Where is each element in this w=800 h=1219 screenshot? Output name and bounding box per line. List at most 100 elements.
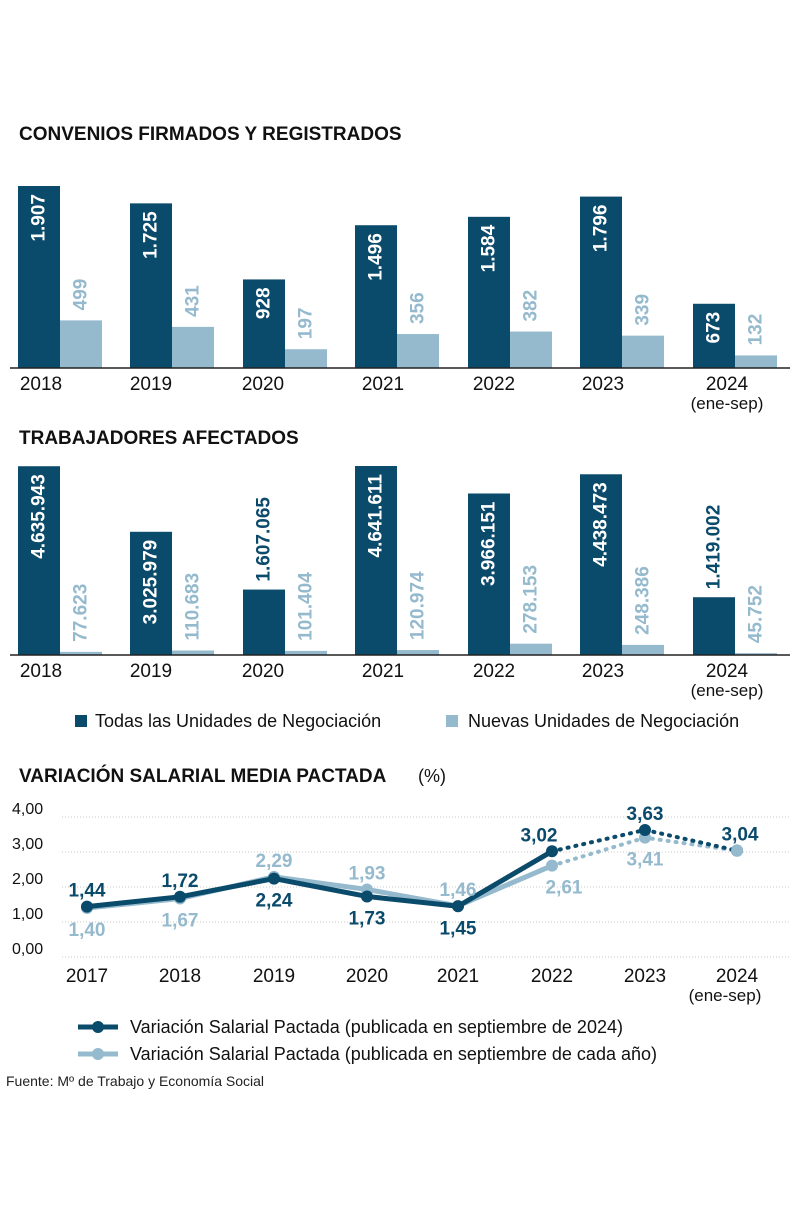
data-label-new: 356: [408, 292, 429, 324]
data-label-2024: 3,63: [627, 804, 664, 825]
legend-swatch-total: [75, 715, 87, 727]
bar-new: [622, 335, 664, 368]
bar-new: [510, 331, 552, 368]
data-label-2024: 1,73: [349, 908, 386, 929]
series-2024-point: [361, 890, 373, 903]
category-label: 2022: [473, 661, 515, 682]
data-label-new: 101.404: [296, 572, 317, 641]
x-tick-label: 2021: [437, 966, 479, 987]
data-label-new: 339: [633, 294, 654, 326]
x-tick-label: 2017: [66, 966, 108, 987]
data-label-total: 4.438.473: [591, 482, 612, 567]
category-label: 2021: [362, 374, 404, 395]
category-label: 2023: [582, 661, 624, 682]
data-label-new: 132: [746, 314, 767, 346]
data-label-total: 1.725: [141, 211, 162, 259]
category-label: 2020: [242, 374, 284, 395]
category-label: 2024: [706, 661, 749, 682]
data-label-total: 3.966.151: [479, 501, 500, 586]
y-tick-label: 3,00: [12, 836, 43, 853]
data-label-new: 278.153: [521, 565, 542, 634]
data-label-total: 673: [704, 312, 725, 344]
bar-chart-title: TRABAJADORES AFECTADOS: [19, 428, 299, 449]
y-tick-label: 1,00: [12, 906, 43, 923]
data-label-2024: 1,44: [69, 881, 106, 902]
data-label-new: 431: [183, 285, 204, 317]
bar-total: [130, 203, 172, 368]
data-label-total: 1.907: [29, 194, 50, 242]
data-label-new: 45.752: [746, 585, 767, 643]
category-label: 2024: [706, 374, 749, 395]
category-label: 2018: [20, 374, 62, 395]
data-label-each-year: 1,40: [69, 920, 106, 941]
bar-new: [397, 650, 439, 655]
legend-label-each-year: Variación Salarial Pactada (publicada en…: [130, 1044, 657, 1064]
series-2024-point: [268, 872, 280, 885]
data-label-new: 77.623: [71, 584, 92, 642]
category-note: (ene-sep): [691, 394, 764, 413]
data-label-total: 1.419.002: [704, 505, 725, 590]
legend-marker-2024: [92, 1021, 104, 1033]
data-label-2024: 1,45: [440, 918, 477, 939]
series-2024-point: [81, 900, 93, 913]
data-label-each-year: 2,29: [256, 851, 293, 872]
data-label-each-year: 1,93: [349, 863, 386, 884]
legend-label-new: Nuevas Unidades de Negociación: [468, 711, 739, 731]
legend-marker-each-year: [92, 1048, 104, 1060]
bar-new: [172, 650, 214, 655]
data-label-2024: 2,24: [256, 891, 293, 912]
bar-new: [510, 643, 552, 655]
bar-total: [355, 225, 397, 368]
data-label-total: 1.496: [366, 233, 387, 281]
line-chart-title: VARIACIÓN SALARIAL MEDIA PACTADA: [19, 765, 387, 787]
data-label-new: 110.683: [183, 573, 204, 641]
bar-total: [18, 186, 60, 368]
bar-total: [468, 216, 510, 368]
data-label-total: 1.607.065: [254, 497, 275, 582]
data-label-total: 1.584: [479, 224, 500, 272]
data-label-new: 197: [296, 307, 317, 339]
line-chart-unit: (%): [418, 766, 446, 786]
bar-chart-title: CONVENIOS FIRMADOS Y REGISTRADOS: [19, 124, 402, 145]
data-label-total: 3.025.979: [141, 540, 162, 625]
bar-total: [693, 597, 735, 655]
data-label-new: 120.974: [408, 571, 429, 640]
bar-total: [468, 493, 510, 655]
bar-total: [243, 589, 285, 655]
x-tick-label: 2019: [253, 966, 295, 987]
category-label: 2022: [473, 374, 515, 395]
bar-total: [355, 466, 397, 655]
data-label-2024: 3,04: [722, 825, 759, 846]
series-2024-point: [452, 900, 464, 913]
data-label-new: 499: [71, 279, 92, 311]
x-tick-note: (ene-sep): [689, 986, 762, 1005]
data-label-total: 4.641.611: [366, 474, 387, 558]
y-tick-label: 2,00: [12, 871, 43, 888]
x-tick-label: 2023: [624, 966, 666, 987]
data-label-new: 382: [521, 290, 542, 322]
data-label-total: 928: [254, 287, 275, 319]
bar-total: [693, 303, 735, 368]
x-tick-label: 2020: [346, 966, 388, 987]
category-label: 2021: [362, 661, 404, 682]
bar-new: [60, 320, 102, 368]
bar-total: [243, 279, 285, 368]
data-label-each-year: 1,46: [440, 880, 477, 901]
category-label: 2019: [130, 374, 172, 395]
data-label-2024: 3,02: [521, 825, 558, 846]
category-label: 2020: [242, 661, 284, 682]
bar-total: [130, 531, 172, 655]
series-2024-line-solid: [84, 848, 555, 910]
bar-total: [580, 474, 622, 655]
bar-new: [735, 355, 777, 368]
data-label-total: 1.796: [591, 205, 612, 253]
category-note: (ene-sep): [691, 681, 764, 700]
data-label-each-year: 3,41: [627, 850, 664, 871]
bar-new: [60, 651, 102, 655]
y-tick-label: 0,00: [12, 941, 43, 958]
series-each-year-point: [731, 844, 743, 857]
bar-new: [622, 644, 664, 655]
x-tick-label: 2018: [159, 966, 201, 987]
bar-new: [285, 349, 327, 368]
